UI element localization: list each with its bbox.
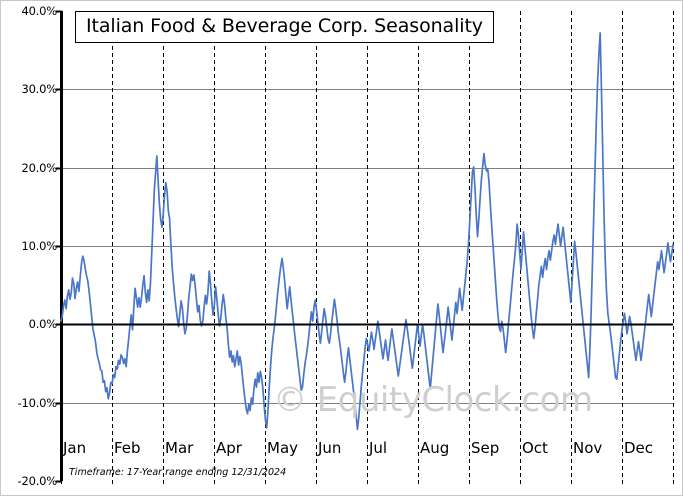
y-axis-tick-label: 10.0% (21, 239, 57, 253)
y-axis-tick-label: 40.0% (21, 4, 57, 18)
y-axis-tick-label: -20.0% (17, 474, 58, 488)
x-axis-tick-label-apr: Apr (216, 439, 242, 457)
x-axis-tick-label-jan: Jan (63, 439, 87, 457)
y-axis-tick-label: 30.0% (21, 82, 57, 97)
y-axis-tick-label: 20.0% (21, 160, 57, 175)
x-axis-tick-label-jun: Jun (318, 439, 342, 457)
x-axis-tick-label-aug: Aug (420, 439, 450, 457)
x-axis-tick-label-may: May (267, 439, 299, 457)
x-axis-tick-label-dec: Dec (624, 439, 654, 457)
x-axis-tick-label-mar: Mar (165, 439, 194, 457)
chart-title: Italian Food & Beverage Corp. Seasonalit… (75, 11, 494, 43)
y-axis-tick-label: 0.0% (28, 317, 58, 332)
x-axis-tick-label-oct: Oct (522, 439, 548, 457)
chart-timeframe-note: Timeframe: 17-Year range ending 12/31/20… (69, 467, 287, 478)
x-axis-tick-label-nov: Nov (573, 439, 603, 457)
seasonality-line (60, 32, 674, 431)
axis-tick-marks (56, 10, 674, 484)
x-axis-tick-label-feb: Feb (114, 439, 141, 457)
month-divider-lines (112, 11, 674, 481)
x-axis-tick-label-sep: Sep (471, 439, 500, 457)
x-axis-tick-label-jul: Jul (369, 439, 388, 457)
y-axis-tick-label: -10.0% (17, 395, 58, 410)
